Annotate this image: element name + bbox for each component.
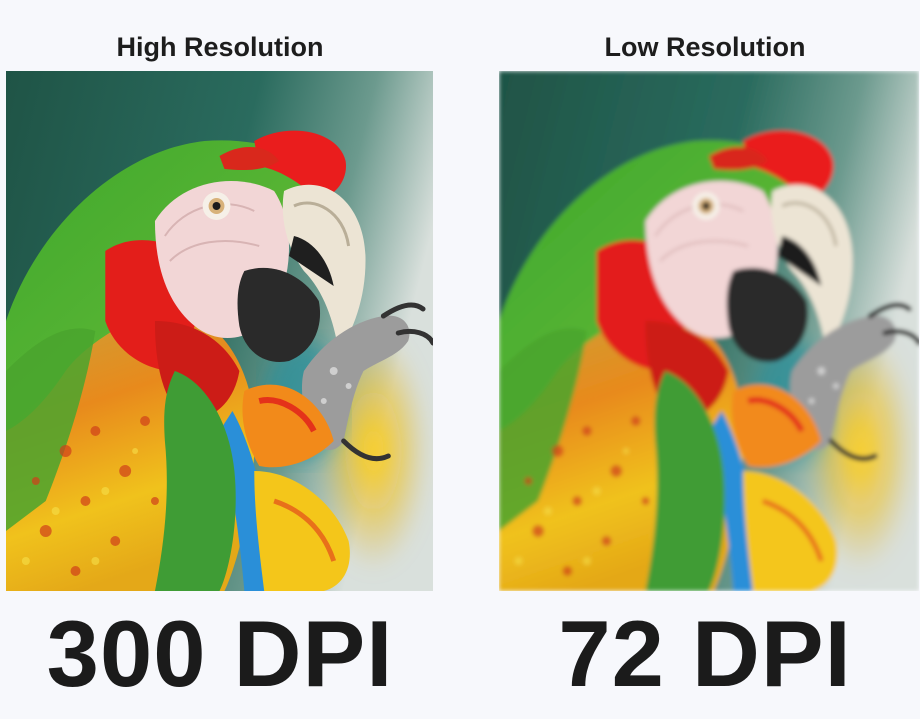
parrot-photo-blurred (499, 71, 919, 591)
low-dpi-label: 72 DPI (558, 601, 852, 706)
high-dpi-label: 300 DPI (46, 601, 394, 706)
low-resolution-heading: Low Resolution (604, 32, 806, 62)
parrot-photo-sharp (6, 71, 433, 591)
high-resolution-heading: High Resolution (116, 32, 324, 62)
